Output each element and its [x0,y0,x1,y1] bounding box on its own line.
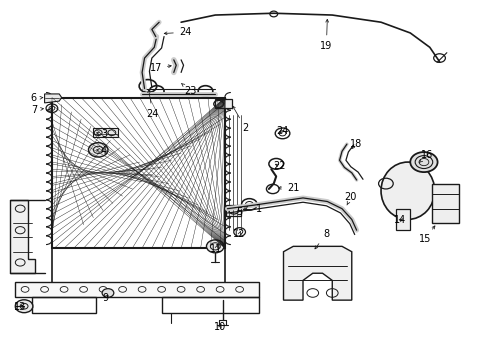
Bar [215,99,232,108]
Bar [161,297,259,313]
Text: 18: 18 [349,139,361,149]
Text: 23: 23 [182,84,197,96]
Polygon shape [10,200,35,273]
Ellipse shape [380,162,434,220]
Text: 13: 13 [14,302,26,312]
Text: 24: 24 [146,90,159,119]
Bar [15,282,259,297]
Text: 3: 3 [97,130,107,139]
Text: 22: 22 [273,161,285,171]
Text: 19: 19 [320,19,332,50]
Circle shape [102,289,114,297]
Polygon shape [283,246,351,300]
Text: 14: 14 [394,215,406,225]
Text: 10: 10 [214,322,226,332]
Text: 17: 17 [149,63,171,73]
Text: 11: 11 [210,244,222,254]
Text: 1: 1 [243,204,262,215]
Text: 16: 16 [418,150,432,163]
Text: 21: 21 [278,183,299,193]
Bar [32,297,96,313]
Text: 5: 5 [236,206,247,217]
Bar [52,98,224,248]
Circle shape [206,240,224,253]
Text: 7: 7 [31,105,43,115]
Text: 20: 20 [344,192,356,205]
Text: 8: 8 [314,229,329,249]
Bar [431,184,458,223]
Text: 9: 9 [102,293,108,303]
Text: 2: 2 [232,106,248,133]
Circle shape [88,143,108,157]
Text: 15: 15 [418,226,434,244]
Bar [93,128,118,137]
Text: 6: 6 [31,93,43,103]
Text: 4: 4 [97,145,107,156]
Text: 12: 12 [233,229,245,239]
Bar [226,205,241,216]
Bar [395,209,409,230]
Polygon shape [44,94,61,103]
Text: 24: 24 [164,27,191,37]
Circle shape [409,152,437,172]
Circle shape [15,300,33,313]
Text: 24: 24 [276,126,288,135]
